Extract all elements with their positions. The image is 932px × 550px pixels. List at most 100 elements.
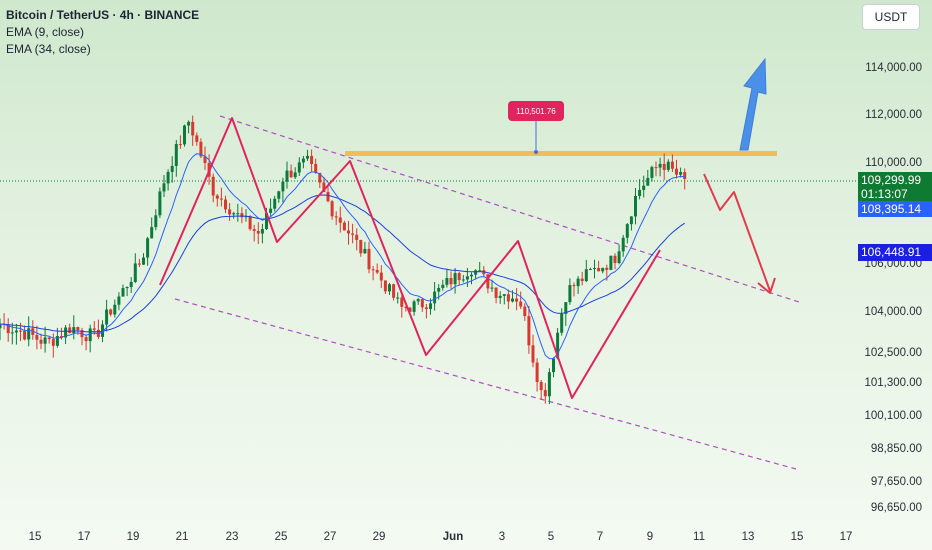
candle-up[interactable] xyxy=(154,215,158,228)
candle-down[interactable] xyxy=(342,222,346,231)
candle-down[interactable] xyxy=(219,198,223,200)
candle-up[interactable] xyxy=(621,237,625,252)
candle-up[interactable] xyxy=(568,285,572,303)
candle-down[interactable] xyxy=(351,233,355,235)
candle-down[interactable] xyxy=(683,172,687,179)
candle-up[interactable] xyxy=(183,125,186,145)
channel-upper-line[interactable] xyxy=(219,115,803,304)
currency-selector[interactable]: USDT xyxy=(862,4,920,30)
candle-down[interactable] xyxy=(449,278,453,285)
candle-up[interactable] xyxy=(638,189,642,196)
candle-up[interactable] xyxy=(437,288,441,292)
candle-up[interactable] xyxy=(547,372,551,397)
candle-down[interactable] xyxy=(371,269,375,271)
candle-down[interactable] xyxy=(597,268,601,272)
candle-up[interactable] xyxy=(113,304,117,315)
candle-down[interactable] xyxy=(359,239,363,254)
ema-fast-price-tag[interactable]: 108,395.14 xyxy=(858,201,932,217)
candle-up[interactable] xyxy=(412,301,416,312)
candle-up[interactable] xyxy=(14,330,18,333)
candle-down[interactable] xyxy=(392,284,396,298)
candle-down[interactable] xyxy=(580,278,584,282)
candle-up[interactable] xyxy=(43,337,47,344)
candle-up[interactable] xyxy=(101,324,104,337)
candle-up[interactable] xyxy=(465,276,469,280)
candle-down[interactable] xyxy=(375,269,379,273)
candle-down[interactable] xyxy=(318,172,322,183)
candle-down[interactable] xyxy=(523,306,527,317)
candle-down[interactable] xyxy=(654,167,658,169)
candle-down[interactable] xyxy=(367,248,371,270)
candle-up[interactable] xyxy=(297,162,301,173)
candle-up[interactable] xyxy=(10,332,14,334)
candle-up[interactable] xyxy=(666,161,670,170)
candle-down[interactable] xyxy=(314,163,318,173)
candle-down[interactable] xyxy=(379,272,383,281)
ema-fast-line[interactable] xyxy=(0,153,685,360)
candle-up[interactable] xyxy=(679,172,683,175)
candle-up[interactable] xyxy=(166,171,170,184)
candle-up[interactable] xyxy=(301,158,305,163)
zigzag-pattern-line[interactable] xyxy=(159,117,661,399)
candle-down[interactable] xyxy=(338,217,342,223)
candle-down[interactable] xyxy=(675,168,678,175)
candle-up[interactable] xyxy=(502,294,506,296)
candle-up[interactable] xyxy=(453,273,457,285)
candle-up[interactable] xyxy=(642,185,646,190)
candle-down[interactable] xyxy=(408,307,412,312)
candle-down[interactable] xyxy=(35,334,39,340)
candle-up[interactable] xyxy=(121,288,125,297)
candle-down[interactable] xyxy=(60,336,63,338)
candle-up[interactable] xyxy=(617,251,621,264)
resistance-handle[interactable] xyxy=(534,150,538,154)
candle-up[interactable] xyxy=(433,291,437,304)
candle-up[interactable] xyxy=(650,167,654,178)
projection-down-arrow[interactable] xyxy=(703,173,771,292)
candle-up[interactable] xyxy=(658,163,662,168)
candle-up[interactable] xyxy=(560,313,564,333)
candle-down[interactable] xyxy=(539,381,543,391)
candle-down[interactable] xyxy=(191,121,195,136)
candle-up[interactable] xyxy=(232,213,236,215)
candle-down[interactable] xyxy=(355,234,359,240)
candle-up[interactable] xyxy=(285,170,289,182)
candle-down[interactable] xyxy=(68,327,72,334)
candle-down[interactable] xyxy=(211,176,215,196)
candle-up[interactable] xyxy=(588,269,592,271)
candle-down[interactable] xyxy=(240,213,244,218)
candle-down[interactable] xyxy=(224,199,227,210)
ema-fast-legend[interactable]: EMA (9, close) xyxy=(6,25,85,39)
candle-down[interactable] xyxy=(613,255,617,264)
candle-down[interactable] xyxy=(515,298,519,302)
candle-up[interactable] xyxy=(125,287,129,289)
candle-down[interactable] xyxy=(248,216,252,230)
candle-down[interactable] xyxy=(486,274,490,289)
resistance-band[interactable] xyxy=(345,151,777,156)
candle-up[interactable] xyxy=(27,328,31,340)
candle-down[interactable] xyxy=(326,192,330,202)
candle-down[interactable] xyxy=(92,328,96,330)
candle-down[interactable] xyxy=(400,297,404,307)
candle-up[interactable] xyxy=(601,267,605,272)
candle-down[interactable] xyxy=(178,144,182,146)
candle-up[interactable] xyxy=(498,295,502,298)
candle-up[interactable] xyxy=(445,278,449,285)
candle-down[interactable] xyxy=(531,345,535,363)
candle-up[interactable] xyxy=(429,303,432,309)
candle-up[interactable] xyxy=(64,327,68,338)
candle-up[interactable] xyxy=(593,268,596,270)
candle-up[interactable] xyxy=(552,358,555,373)
candle-up[interactable] xyxy=(244,216,248,218)
candle-up[interactable] xyxy=(441,284,445,289)
candle-up[interactable] xyxy=(470,274,473,277)
candle-up[interactable] xyxy=(363,248,367,254)
candle-up[interactable] xyxy=(273,198,277,209)
symbol-title[interactable]: Bitcoin / TetherUS · 4h · BINANCE xyxy=(6,8,200,22)
candle-down[interactable] xyxy=(199,141,203,157)
candle-down[interactable] xyxy=(334,216,338,218)
candle-up[interactable] xyxy=(133,263,137,282)
candle-up[interactable] xyxy=(158,191,162,216)
candle-up[interactable] xyxy=(396,297,400,299)
candle-up[interactable] xyxy=(416,299,420,302)
